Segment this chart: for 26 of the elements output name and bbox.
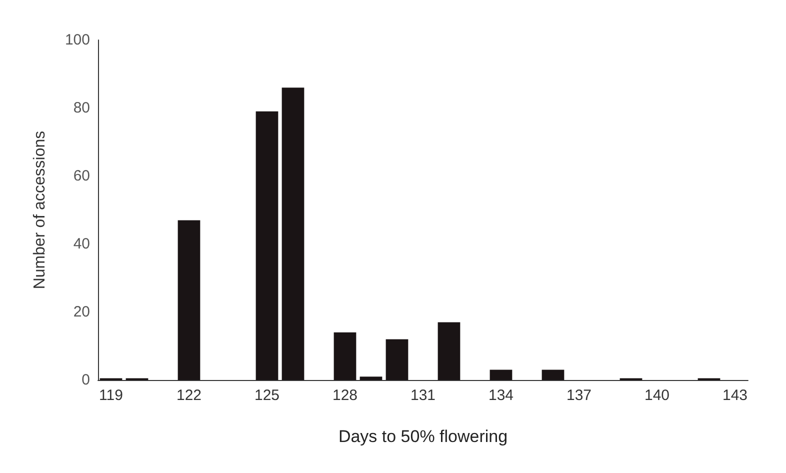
- y-tick-label: 80: [73, 100, 90, 116]
- x-tick-label: 128: [332, 387, 358, 404]
- y-tick-label: 100: [64, 32, 90, 48]
- x-tick-label: 122: [176, 387, 202, 404]
- y-tick-label: 40: [73, 236, 90, 252]
- x-tick-label: 143: [722, 387, 748, 404]
- bar: [178, 220, 200, 380]
- y-tick-label: 0: [82, 372, 90, 388]
- x-tick-label: 137: [566, 387, 592, 404]
- x-tick-label: 119: [99, 387, 123, 404]
- x-tick-label: 125: [254, 387, 280, 404]
- bar: [490, 370, 512, 380]
- y-tick-label: 20: [73, 304, 90, 320]
- bar: [386, 339, 408, 380]
- bar: [360, 376, 382, 380]
- y-tick-label: 60: [73, 168, 90, 184]
- x-axis-title: Days to 50% flowering: [338, 427, 508, 446]
- bar: [334, 332, 356, 380]
- bar: [282, 88, 304, 380]
- bar: [256, 111, 278, 380]
- bar: [438, 322, 460, 380]
- bar: [542, 370, 564, 380]
- x-tick-label: 140: [644, 387, 670, 404]
- y-axis-title: Number of accessions: [32, 130, 48, 290]
- x-tick-label: 134: [488, 387, 514, 404]
- x-tick-label: 131: [410, 387, 436, 404]
